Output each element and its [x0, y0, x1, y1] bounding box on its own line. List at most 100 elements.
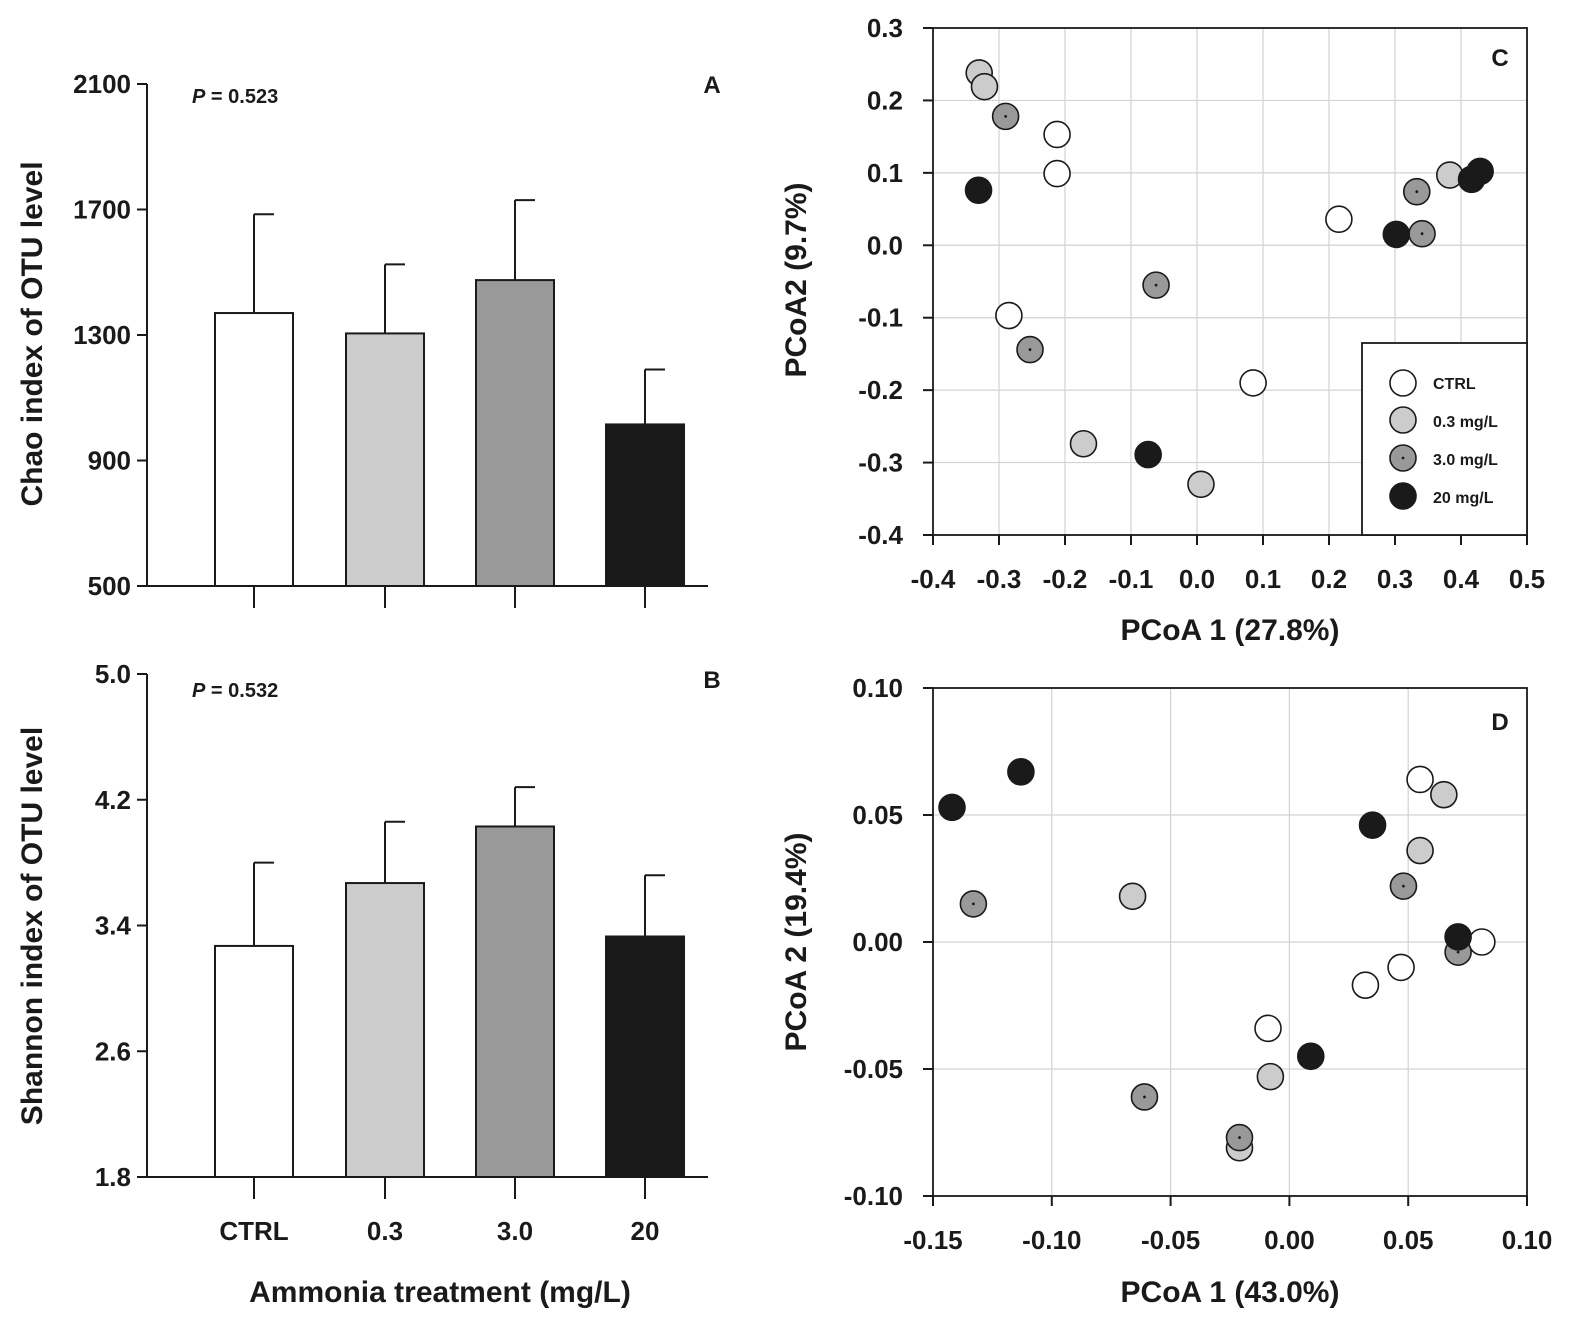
panel-c-point-ctrl: [1043, 159, 1071, 188]
panel-d-y-tick-label: 0.00: [852, 927, 903, 957]
panel-a-p-value: P = 0.523: [192, 86, 278, 108]
panel-b-bar-0-3: [345, 882, 425, 1178]
panel-d-x-tick-label: 0.00: [1264, 1225, 1315, 1255]
panel-a-p-symbol: P: [192, 86, 206, 108]
panel-a-bar-3-0: [475, 279, 555, 587]
panel-a-y-tick-label: 1700: [73, 195, 131, 225]
panel-b-y-tick-label: 1.8: [95, 1162, 131, 1192]
panel-d-point-3-0-center-dot: [1402, 884, 1405, 888]
legend-label-20: 20 mg/L: [1433, 490, 1494, 507]
panel-d-point-20: [938, 793, 966, 822]
panel-c-point-3-0-center-dot: [1415, 190, 1419, 194]
panel-a-y-tick-label: 900: [88, 446, 131, 476]
panel-d: -0.15 -0.10 -0.05 0.00 0.05 0.10-0.10-0.050.0…: [780, 673, 1552, 1309]
panel-d-point-ctrl: [1254, 1014, 1282, 1043]
panel-b-p-symbol: P: [192, 680, 206, 702]
panel-b-y-tick-label: 3.4: [95, 911, 132, 941]
panel-d-point-3-0-center-dot: [1456, 950, 1460, 954]
panel-d-point-0-3: [1118, 882, 1147, 911]
panel-d-label: D: [1491, 709, 1508, 736]
panel-a-y-tick-label: 1300: [73, 320, 131, 350]
panel-c-plot: -0.4 -0.3 -0.2 -0.1 0.0 0.1 0.2 0.3 0.4 0.5 -0.4 -0…: [858, 13, 1545, 594]
panel-d-y-axis-title: PCoA 2 (19.4%): [780, 833, 813, 1052]
panel-c-x-tick-label: 0.4: [1443, 564, 1480, 594]
panel-c-y-tick-label: -0.1: [858, 303, 903, 333]
panel-b-x-tick-label-20: 20: [631, 1216, 660, 1246]
panel-c-x-tick-label: 0.5: [1509, 564, 1545, 594]
panel-a-y-axis-title: Chao index of OTU level: [16, 161, 49, 506]
panel-c-legend: CTRL 0.3 mg/L 3.0 mg/L 20 mg/L: [1361, 342, 1528, 536]
panel-b-x-tick-label-0-3: 0.3: [367, 1216, 403, 1246]
panel-d-point-ctrl: [1406, 765, 1434, 794]
panel-c-point-20: [1382, 220, 1411, 249]
panel-d-point-ctrl: [1351, 971, 1380, 999]
panel-d-y-tick-label: -0.05: [844, 1054, 903, 1084]
panel-c-point-ctrl: [1043, 120, 1071, 149]
panel-c-x-tick-label: -0.2: [1043, 564, 1088, 594]
panel-b-p-number: = 0.532: [205, 680, 278, 702]
panel-c-x-tick-label: 0.0: [1179, 564, 1215, 594]
panel-b-bar-ctrl: [214, 944, 294, 1179]
panel-b-grid-plot: 1.8 2.6 3.4 4.2 5.0 CTRL 0.3 3.0 20: [95, 659, 708, 1246]
panel-d-x-tick-label: -0.10: [1022, 1225, 1081, 1255]
panel-a-bar-20: [605, 423, 685, 588]
panel-b-y-tick-label: 5.0: [95, 659, 131, 689]
panel-a-y-tick-label: 2100: [73, 69, 131, 99]
legend-marker-ctrl: [1389, 369, 1417, 397]
panel-d-x-axis-title: PCoA 1 (43.0%): [1121, 1276, 1340, 1309]
panel-d-x-tick-label: 0.05: [1383, 1225, 1434, 1255]
panel-c-point-3-0-center-dot: [1420, 232, 1424, 236]
panel-c: -0.4 -0.3 -0.2 -0.1 0.0 0.1 0.2 0.3 0.4 0.5 -0.4 -0…: [780, 13, 1545, 647]
panel-b-y-tick-label: 4.2: [95, 785, 131, 815]
panel-d-point-0-3: [1256, 1062, 1285, 1091]
panel-d-point-20: [1358, 811, 1387, 839]
panel-d-point-20: [1444, 923, 1472, 951]
legend-marker-3-0-center-dot: [1401, 456, 1405, 460]
panel-d-y-tick-label: 0.10: [852, 673, 903, 703]
panel-b-x-tick-label-ctrl: CTRL: [219, 1216, 288, 1246]
legend-label-3-0: 3.0 mg/L: [1433, 452, 1498, 469]
panel-c-point-ctrl: [1325, 205, 1353, 234]
panel-c-y-tick-label: 0.3: [867, 13, 903, 43]
panel-c-y-tick-label: 0.2: [867, 85, 903, 115]
panel-a-y-tick-label: 500: [88, 571, 131, 601]
panel-c-point-ctrl: [995, 301, 1023, 330]
panel-c-y-axis-title: PCoA2 (9.7%): [780, 182, 813, 377]
legend-label-ctrl: CTRL: [1433, 376, 1476, 393]
legend-marker-20: [1389, 482, 1417, 510]
panel-d-x-tick-label: -0.15: [903, 1225, 962, 1255]
panel-c-point-3-0-center-dot: [1154, 283, 1158, 287]
panel-c-x-tick-label: -0.4: [911, 564, 956, 594]
panel-c-x-axis-title: PCoA 1 (27.8%): [1121, 614, 1340, 647]
panel-c-y-tick-label: -0.4: [858, 520, 903, 550]
panel-c-x-tick-label: 0.2: [1311, 564, 1347, 594]
panel-b-label: B: [703, 667, 720, 694]
panel-c-point-20: [1134, 440, 1162, 469]
panel-c-y-tick-label: 0.1: [867, 158, 903, 188]
panel-d-plot: -0.15 -0.10 -0.05 0.00 0.05 0.10-0.10-0.050.0…: [844, 673, 1553, 1255]
panel-c-x-tick-label: 0.1: [1245, 564, 1281, 594]
panel-d-point-ctrl: [1468, 928, 1496, 956]
panel-c-point-ctrl: [1239, 369, 1267, 397]
legend-label-0-3: 0.3 mg/L: [1433, 414, 1498, 431]
panel-d-x-tick-label: 0.10: [1502, 1225, 1553, 1255]
panel-a-label: A: [703, 72, 720, 99]
panel-d-point-0-3: [1406, 836, 1434, 865]
panel-d-point-0-3: [1430, 780, 1458, 809]
panel-c-y-tick-label: 0.0: [867, 230, 903, 260]
panel-a-grid-plot: 500 900 1300 1700 2100: [73, 69, 708, 608]
panel-c-x-tick-label: -0.3: [977, 564, 1022, 594]
panel-c-point-0-3: [970, 72, 999, 101]
panel-a-p-number: = 0.523: [205, 86, 278, 108]
panel-b-y-axis-title: Shannon index of OTU level: [16, 727, 49, 1125]
panel-d-y-tick-label: -0.10: [844, 1181, 903, 1211]
panel-c-frame: [932, 27, 1528, 536]
panel-c-x-tick-label: -0.1: [1109, 564, 1154, 594]
panel-d-y-tick-label: 0.05: [852, 800, 903, 830]
panel-c-label: C: [1491, 45, 1508, 72]
panel-c-point-3-0-center-dot: [1028, 348, 1032, 351]
panel-a-bar-0-3: [345, 332, 425, 587]
panel-a-bar-ctrl: [214, 312, 294, 587]
